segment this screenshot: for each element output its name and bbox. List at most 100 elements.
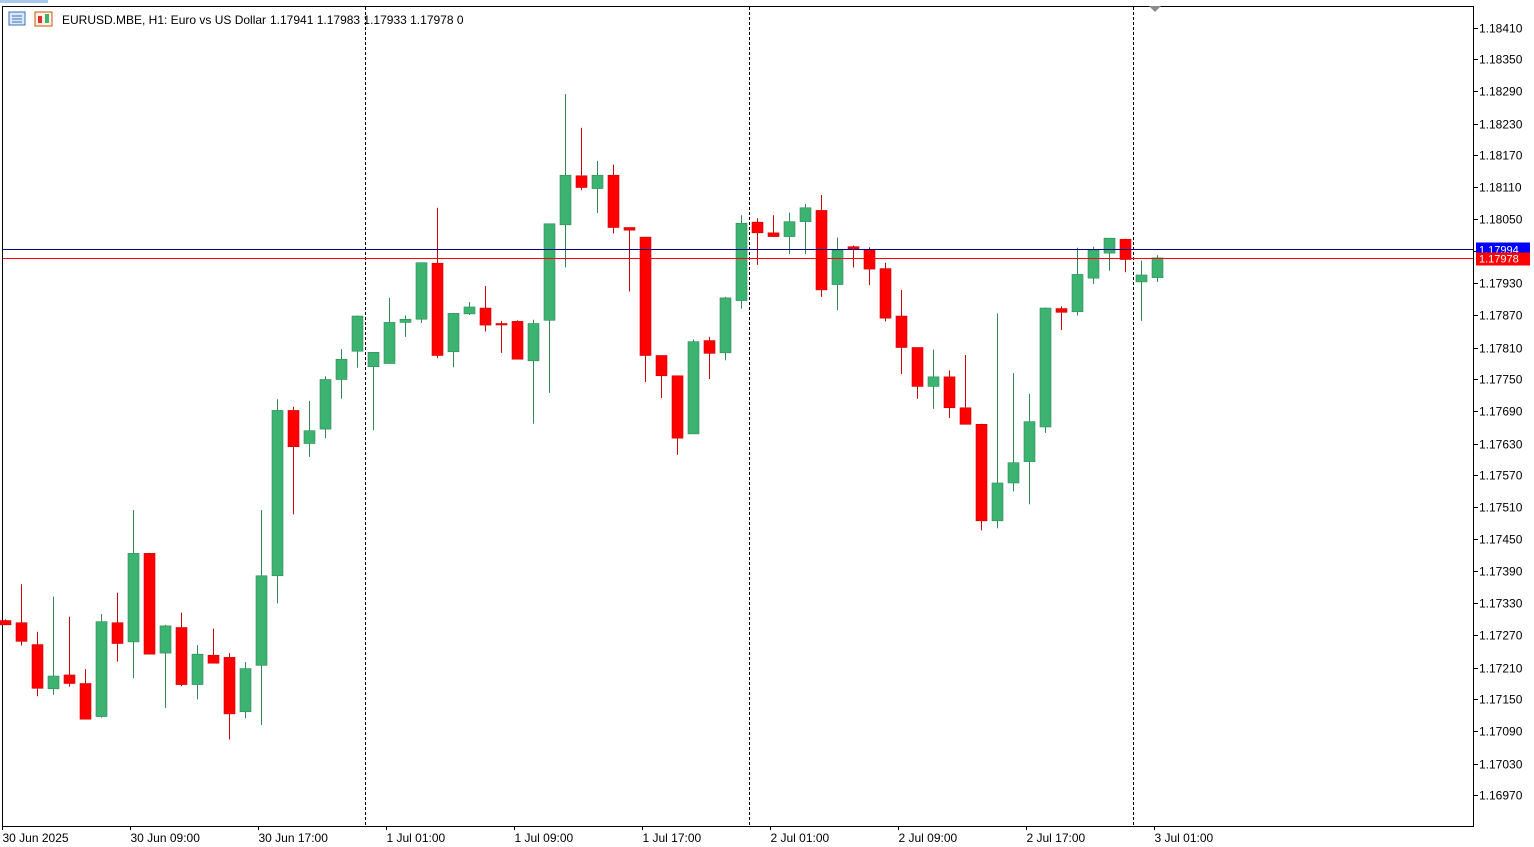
bid-price-label-bg	[1476, 252, 1530, 266]
bullish-candle[interactable]	[239, 662, 252, 719]
bullish-candle[interactable]	[319, 376, 332, 439]
bullish-candle[interactable]	[159, 624, 172, 709]
candle-body	[1039, 307, 1052, 428]
time-tick-label: 30 Jun 17:00	[259, 831, 329, 845]
bullish-candle[interactable]	[415, 262, 428, 323]
candle-body	[575, 175, 588, 188]
bullish-candle[interactable]	[1023, 393, 1036, 505]
bullish-candle[interactable]	[447, 312, 460, 368]
bullish-candle[interactable]	[1039, 307, 1052, 433]
bullish-candle[interactable]	[799, 204, 812, 255]
bearish-candle[interactable]	[575, 127, 588, 191]
price-tick-label: 1.17450	[1479, 533, 1523, 547]
bearish-candle[interactable]	[943, 370, 956, 418]
bearish-candle[interactable]	[479, 286, 492, 332]
bullish-candle[interactable]	[1007, 373, 1020, 492]
bearish-candle[interactable]	[287, 406, 300, 515]
bearish-candle[interactable]	[223, 653, 236, 740]
bullish-candle[interactable]	[527, 319, 540, 424]
bearish-candle[interactable]	[607, 164, 620, 234]
price-axis[interactable]: 1.18410 1.18350 1.18290 1.18230 1.18170 1.181…	[1473, 22, 1523, 803]
bearish-candle[interactable]	[175, 612, 188, 687]
bullish-candle[interactable]	[127, 510, 140, 679]
candle-body	[527, 323, 540, 362]
candle-body	[335, 358, 348, 380]
bearish-candle[interactable]	[63, 616, 76, 687]
bearish-candle[interactable]	[0, 619, 12, 626]
bullish-candle[interactable]	[591, 160, 604, 214]
bullish-candle[interactable]	[463, 302, 476, 315]
candle-body	[767, 232, 780, 237]
chart-window-icon[interactable]	[34, 11, 53, 27]
bearish-candle[interactable]	[751, 218, 764, 265]
candle-body	[671, 375, 684, 439]
bullish-candle[interactable]	[367, 351, 380, 431]
time-tick-label: 30 Jun 09:00	[131, 831, 201, 845]
bullish-candle[interactable]	[1087, 246, 1100, 285]
candle-body	[223, 657, 236, 715]
candle-body	[0, 620, 12, 626]
bullish-candle[interactable]	[399, 315, 412, 337]
time-axis[interactable]: 30 Jun 2025 30 Jun 09:00 30 Jun 17:00 1 Jul…	[2, 826, 1214, 845]
time-tick-label: 1 Jul 09:00	[515, 831, 574, 845]
bearish-candle[interactable]	[111, 592, 124, 662]
bullish-candle[interactable]	[991, 313, 1004, 529]
bullish-candle[interactable]	[719, 296, 732, 361]
bearish-candle[interactable]	[15, 584, 28, 646]
bearish-candle[interactable]	[79, 669, 92, 720]
bearish-candle[interactable]	[671, 375, 684, 455]
candle-body	[623, 227, 636, 231]
bullish-candle[interactable]	[687, 339, 700, 435]
bearish-candle[interactable]	[143, 552, 156, 655]
bullish-candle[interactable]	[351, 315, 364, 368]
bearish-candle[interactable]	[623, 227, 636, 292]
bullish-candle[interactable]	[1151, 255, 1164, 282]
bearish-candle[interactable]	[815, 194, 828, 297]
bearish-candle[interactable]	[895, 289, 908, 375]
bearish-candle[interactable]	[1055, 306, 1068, 330]
candle-body	[415, 262, 428, 320]
time-tick-label: 2 Jul 17:00	[1027, 831, 1086, 845]
candle-body	[239, 668, 252, 713]
chart-plot-area[interactable]	[2, 6, 1474, 827]
bullish-candle[interactable]	[783, 212, 796, 255]
bullish-candle[interactable]	[95, 614, 108, 718]
bearish-candle[interactable]	[767, 215, 780, 237]
candle-body	[831, 249, 844, 285]
bullish-candle[interactable]	[303, 400, 316, 457]
bearish-candle[interactable]	[959, 354, 972, 425]
chart-shift-marker[interactable]	[1149, 6, 1161, 12]
bullish-candle[interactable]	[1071, 247, 1084, 316]
menu-list-icon[interactable]	[8, 11, 26, 26]
candle-body	[47, 675, 60, 690]
bearish-candle[interactable]	[639, 236, 652, 383]
bearish-candle[interactable]	[495, 320, 508, 353]
bullish-candle[interactable]	[383, 297, 396, 364]
bearish-candle[interactable]	[911, 347, 924, 399]
bearish-candle[interactable]	[511, 320, 524, 360]
bullish-candle[interactable]	[559, 94, 572, 268]
bullish-candle[interactable]	[735, 215, 748, 309]
bearish-candle[interactable]	[207, 628, 220, 664]
candle-body	[79, 683, 92, 720]
bullish-candle[interactable]	[927, 349, 940, 409]
bearish-candle[interactable]	[879, 262, 892, 322]
price-tick-label: 1.18290	[1479, 85, 1523, 99]
bullish-candle[interactable]	[1135, 260, 1148, 321]
bullish-candle[interactable]	[191, 645, 204, 700]
price-tick-label: 1.17930	[1479, 277, 1523, 291]
bearish-candle[interactable]	[703, 336, 716, 379]
bullish-candle[interactable]	[1103, 237, 1116, 271]
bullish-candle[interactable]	[47, 596, 60, 695]
bearish-candle[interactable]	[431, 207, 444, 359]
bullish-candle[interactable]	[335, 349, 348, 399]
candle-body	[351, 315, 364, 352]
bullish-candle[interactable]	[255, 510, 268, 726]
bearish-candle[interactable]	[655, 355, 668, 399]
candle-body	[1055, 308, 1068, 313]
bullish-candle[interactable]	[543, 223, 556, 393]
bearish-candle[interactable]	[975, 423, 988, 531]
bullish-candle[interactable]	[271, 399, 284, 604]
bearish-candle[interactable]	[31, 631, 44, 697]
